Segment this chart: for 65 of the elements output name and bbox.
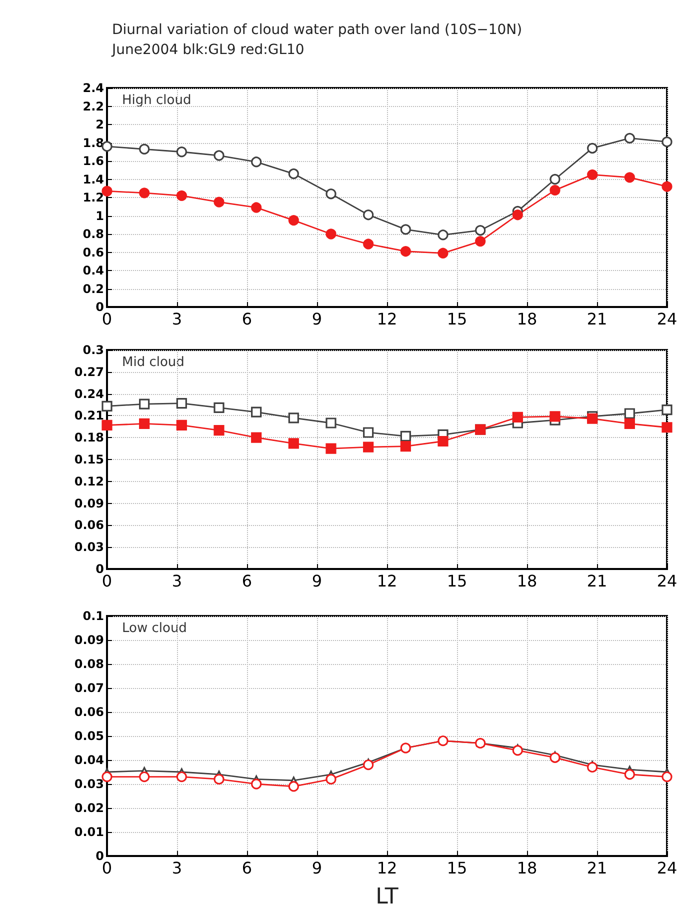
y-tick-label: 1.4 — [82, 172, 104, 186]
y-tick-label: 0.08 — [74, 657, 104, 671]
x-tick-label: 3 — [172, 858, 182, 878]
x-tick-label: 18 — [516, 858, 538, 878]
y-tick-label: 0.8 — [82, 227, 104, 241]
y-tick-label: 0.18 — [74, 430, 104, 445]
x-tick-label: 3 — [172, 310, 182, 328]
y-tick-label: 0.15 — [74, 452, 104, 466]
x-tick-label: 12 — [376, 310, 398, 328]
x-tick-label: 9 — [312, 572, 322, 590]
x-tick-label: 15 — [446, 572, 468, 590]
y-tick-label: 0.05 — [74, 729, 104, 743]
y-tick-label: 0 — [96, 849, 104, 863]
annotation: Mid cloud — [122, 355, 184, 370]
x-tick-label: 12 — [376, 572, 398, 590]
x-tick-label: 18 — [516, 310, 538, 328]
y-tick-label: 0 — [96, 300, 104, 314]
y-tick-label: 2.4 — [82, 81, 104, 95]
annotation: Low cloud — [122, 621, 187, 636]
y-tick-label: 0.12 — [74, 474, 104, 488]
y-tick-label: 2.2 — [82, 99, 104, 114]
y-tick-label: 1.6 — [82, 154, 104, 168]
x-axis-title: LT — [376, 884, 399, 910]
x-tick-label: 24 — [656, 858, 678, 878]
y-tick-label: 0 — [96, 562, 104, 576]
y-tick-label: 0.06 — [74, 705, 104, 719]
y-tick-label: 0.1 — [82, 609, 104, 623]
y-tick-label: 1 — [96, 208, 104, 223]
y-tick-label: 0.3 — [82, 343, 104, 357]
x-tick-label: 9 — [312, 310, 322, 328]
y-tick-label: 0.09 — [74, 633, 104, 647]
y-tick-label: 0.2 — [82, 282, 104, 296]
x-tick-label: 6 — [242, 572, 252, 590]
x-tick-label: 6 — [242, 310, 252, 328]
x-tick-label: 24 — [656, 572, 678, 590]
y-tick-label: 0.06 — [74, 518, 104, 532]
chart-subtitle: June2004 blk:GL9 red:GL10 — [111, 42, 304, 58]
y-tick-label: 0.03 — [74, 777, 104, 791]
y-tick-label: 2 — [96, 118, 104, 132]
x-tick-label: 15 — [446, 310, 468, 328]
x-tick-label: 24 — [656, 310, 678, 328]
y-tick-label: 0.03 — [74, 540, 104, 554]
y-tick-label: 0.04 — [74, 753, 104, 767]
x-tick-label: 21 — [586, 310, 608, 328]
annotation: High cloud — [122, 93, 192, 108]
y-tick-label: 0.02 — [74, 801, 104, 815]
y-tick-label: 1.2 — [82, 190, 104, 204]
y-tick-label: 0.24 — [74, 386, 104, 401]
x-tick-label: 18 — [516, 572, 538, 590]
x-tick-label: 21 — [586, 858, 608, 878]
y-tick-label: 0.27 — [74, 364, 104, 379]
x-tick-label: 12 — [376, 858, 398, 878]
y-tick-label: 0.21 — [74, 408, 104, 423]
x-tick-label: 9 — [312, 858, 322, 878]
y-tick-label: 0.6 — [82, 245, 104, 260]
x-tick-label: 15 — [446, 858, 468, 878]
y-tick-label: 1.8 — [82, 136, 104, 150]
chart-title: Diurnal variation of cloud water path over land (10S−10N) — [112, 22, 522, 38]
x-tick-label: 3 — [172, 572, 182, 590]
y-tick-label: 0.01 — [74, 825, 104, 839]
x-tick-label: 6 — [242, 858, 252, 878]
x-tick-label: 21 — [586, 572, 608, 590]
y-tick-label: 0.07 — [74, 681, 104, 695]
y-tick-label: 0.4 — [82, 264, 104, 278]
y-tick-label: 0.09 — [74, 496, 104, 510]
